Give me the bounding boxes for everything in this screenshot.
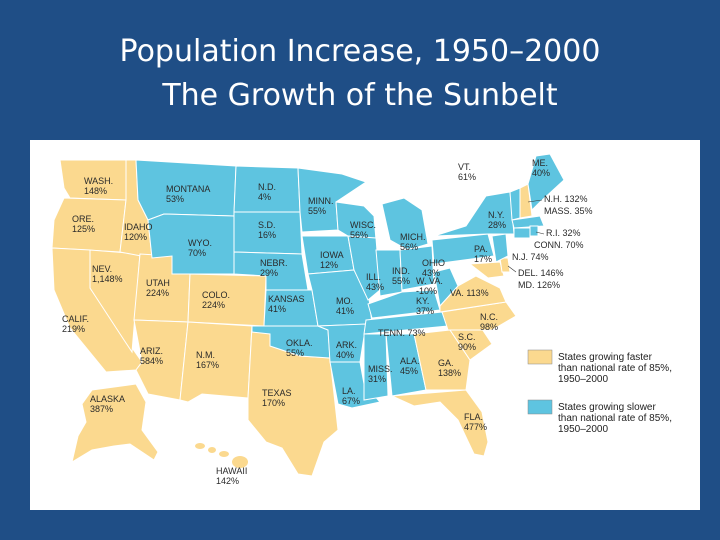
state-shape-vt (509, 187, 521, 221)
callout-line-ri (535, 231, 545, 235)
state-label-ri: R.I. 32% (546, 228, 581, 238)
callout-line-nh (527, 199, 543, 203)
state-shape-mass (511, 215, 545, 229)
state-shape-colo (187, 273, 267, 327)
state-label-wyo: WYO. 70% (188, 238, 212, 258)
title-line-1: Population Increase, 1950–2000 (119, 34, 601, 69)
state-label-me: ME. 40% (532, 158, 550, 178)
state-shape-alaska (71, 383, 159, 464)
state-label-ky: KY. 37% (416, 296, 434, 316)
legend-swatch-slower (527, 399, 553, 415)
state-shape-conn (513, 227, 531, 239)
state-shape-miss (363, 333, 389, 401)
state-label-conn: CONN. 70% (534, 240, 584, 250)
state-label-ohio: OHIO 43% (422, 258, 445, 278)
state-label-miss: MISS. 31% (368, 364, 393, 384)
state-label-ind: IND. 55% (392, 266, 410, 286)
state-shape-ri (529, 225, 539, 237)
state-label-iowa: IOWA 12% (320, 250, 344, 270)
state-label-hawaii: HAWAII 142% (216, 466, 247, 486)
state-shape-hawaii-1 (195, 443, 205, 449)
state-label-texas: TEXAS 170% (262, 388, 292, 408)
state-shape-ill (347, 235, 381, 301)
state-label-nm: N.M. 167% (196, 350, 219, 370)
state-label-ny: N.Y. 28% (488, 210, 506, 230)
state-shape-me (527, 153, 565, 212)
state-shape-hawaii-4 (232, 456, 248, 468)
state-label-montana: MONTANA 53% (166, 184, 210, 204)
state-label-idaho: IDAHO 120% (124, 222, 153, 242)
state-label-sc: S.C. 90% (458, 332, 476, 352)
legend-faster-line3: 1950–2000 (558, 374, 608, 385)
legend-faster-line1: States growing faster (558, 352, 653, 363)
state-shape-hawaii-2 (208, 447, 216, 453)
slide-title: Population Increase, 1950–2000 The Growt… (0, 30, 720, 118)
state-label-wash: WASH. 148% (84, 176, 113, 196)
legend-swatch-faster (527, 349, 553, 365)
state-label-wva: W. VA. -10% (416, 276, 443, 296)
state-shape-nj (491, 233, 509, 263)
legend-slower-line2: than national rate of 85%, (558, 413, 672, 424)
title-line-2: The Growth of the Sunbelt (162, 78, 558, 113)
state-label-nev: NEV. 1,148% (92, 264, 123, 284)
state-label-la: LA. 67% (342, 386, 360, 406)
state-label-okla: OKLA. 55% (286, 338, 313, 358)
state-labels: WASH. 148% ORE. 125% CALIF. 219% NEV. 1,148% IDA… (62, 158, 593, 486)
state-label-del: DEL. 146% (518, 268, 564, 278)
state-shape-mich (381, 197, 429, 251)
state-shape-md (468, 261, 505, 279)
state-label-md: MD. 126% (518, 280, 560, 290)
state-label-utah: UTAH 224% (146, 278, 170, 298)
state-label-colo: COLO. 224% (202, 290, 230, 310)
map-panel: States growing faster than national rate… (30, 140, 700, 510)
state-shape-fla (390, 389, 489, 457)
state-shape-pa (431, 233, 495, 265)
state-label-ga: GA. 138% (438, 358, 461, 378)
state-label-tenn: TENN. 73% (378, 328, 426, 338)
state-label-nd: N.D. 4% (258, 182, 276, 202)
state-label-vt: VT. 61% (458, 162, 476, 182)
callout-line-del (507, 265, 517, 273)
state-label-ariz: ARIZ. 584% (140, 346, 163, 366)
state-label-ill: ILL. 43% (366, 272, 384, 292)
state-label-ore: ORE. 125% (72, 214, 95, 234)
legend-slower-line1: States growing slower (558, 402, 656, 413)
state-shape-del (499, 257, 511, 273)
state-label-minn: MINN. 55% (308, 196, 334, 216)
state-label-nc: N.C. 98% (480, 312, 498, 332)
state-label-mass: MASS. 35% (544, 206, 593, 216)
state-shape-hawaii-3 (219, 451, 229, 457)
state-label-va: VA. 113% (450, 288, 489, 298)
state-label-nj: N.J. 74% (512, 252, 549, 262)
state-label-sd: S.D. 16% (258, 220, 276, 240)
state-shape-ga (413, 329, 471, 391)
state-label-wisc: WISC. 56% (350, 220, 376, 240)
state-label-pa: PA. 17% (474, 244, 492, 264)
legend-faster-line2: than national rate of 85%, (558, 363, 672, 374)
legend-slower-line3: 1950–2000 (558, 424, 608, 435)
state-label-mo: MO. 41% (336, 296, 354, 316)
state-label-calif: CALIF. 219% (62, 314, 89, 334)
state-label-nebr: NEBR. 29% (260, 258, 288, 278)
state-label-ark: ARK. 40% (336, 340, 357, 360)
state-shape-ky (367, 289, 441, 319)
state-label-nh: N.H. 132% (544, 194, 588, 204)
state-shape-ohio (399, 245, 435, 291)
state-label-ala: ALA. 45% (400, 356, 420, 376)
us-map: States growing faster than national rate… (51, 153, 672, 486)
state-label-mich: MICH. 56% (400, 232, 426, 252)
state-label-alaska: ALASKA 387% (90, 394, 125, 414)
state-shape-va (439, 275, 507, 313)
state-label-kansas: KANSAS 41% (268, 294, 305, 314)
state-label-fla: FLA. 477% (464, 412, 487, 432)
